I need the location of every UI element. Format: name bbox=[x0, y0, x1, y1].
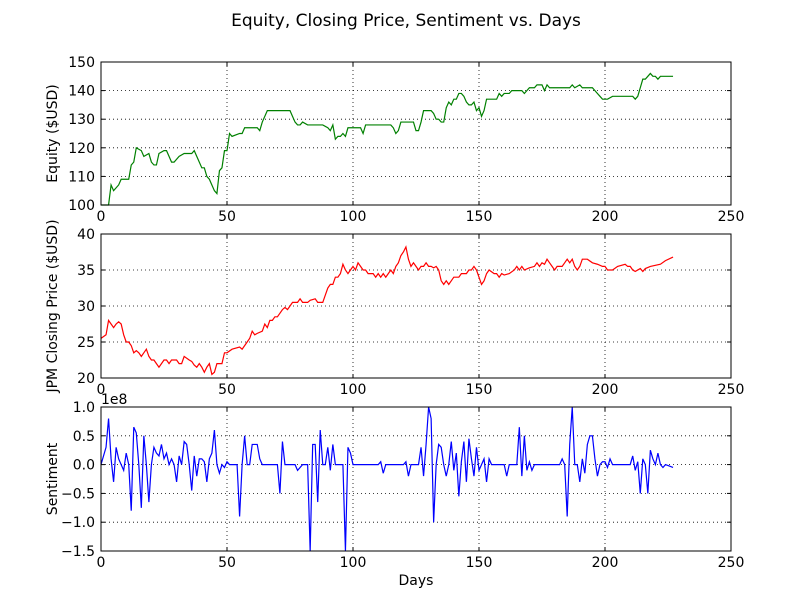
data-line bbox=[100, 406, 674, 552]
x-tick-label: 0 bbox=[97, 555, 106, 571]
y-tick-label: 120 bbox=[68, 141, 95, 157]
y-tick-label: 20 bbox=[77, 371, 95, 387]
x-tick-label: 100 bbox=[340, 382, 367, 398]
x-tick-label: 250 bbox=[718, 555, 745, 571]
plot-frame bbox=[100, 406, 732, 552]
x-tick-label: 250 bbox=[718, 382, 745, 398]
y-tick-label: 0.5 bbox=[73, 429, 95, 445]
x-tick-label: 100 bbox=[340, 209, 367, 225]
y-tick-label: 35 bbox=[77, 263, 95, 279]
y-tick-label: 1.0 bbox=[73, 400, 95, 416]
y-tick-label: 25 bbox=[77, 335, 95, 351]
plot-frame bbox=[100, 233, 732, 379]
y-tick-label: 130 bbox=[68, 112, 95, 128]
y-tick-label: −0.5 bbox=[61, 486, 95, 502]
plot-frame bbox=[100, 61, 732, 206]
x-tick-label: 150 bbox=[466, 382, 493, 398]
y-tick-label: 30 bbox=[77, 299, 95, 315]
y-tick-label: 100 bbox=[68, 198, 95, 214]
x-tick-label: 200 bbox=[592, 209, 619, 225]
x-tick-label: 0 bbox=[97, 209, 106, 225]
y-tick-label: 150 bbox=[68, 55, 95, 71]
x-tick-label: 150 bbox=[466, 209, 493, 225]
figure-title: Equity, Closing Price, Sentiment vs. Day… bbox=[231, 11, 581, 31]
y-axis-label: Sentiment bbox=[45, 442, 61, 515]
x-tick-label: 50 bbox=[218, 555, 236, 571]
y-axis-label: JPM Closing Price ($USD) bbox=[45, 219, 61, 393]
x-tick-label: 50 bbox=[218, 382, 236, 398]
x-axis-label: Days bbox=[399, 573, 434, 589]
y-tick-label: −1.0 bbox=[61, 515, 95, 531]
y-tick-label: 40 bbox=[77, 227, 95, 243]
y-offset-label: 1e8 bbox=[101, 392, 127, 408]
y-tick-label: −1.5 bbox=[61, 544, 95, 560]
y-axis-label: Equity ($USD) bbox=[45, 84, 61, 182]
x-tick-label: 0 bbox=[97, 382, 106, 398]
x-tick-label: 150 bbox=[466, 555, 493, 571]
x-tick-label: 50 bbox=[218, 209, 236, 225]
x-tick-label: 200 bbox=[592, 555, 619, 571]
y-tick-label: 110 bbox=[68, 169, 95, 185]
data-line bbox=[101, 72, 674, 206]
x-tick-label: 200 bbox=[592, 382, 619, 398]
x-tick-label: 100 bbox=[340, 555, 367, 571]
data-line bbox=[100, 245, 674, 376]
y-tick-label: 140 bbox=[68, 84, 95, 100]
x-tick-label: 250 bbox=[718, 209, 745, 225]
y-tick-label: 0.0 bbox=[73, 458, 95, 474]
